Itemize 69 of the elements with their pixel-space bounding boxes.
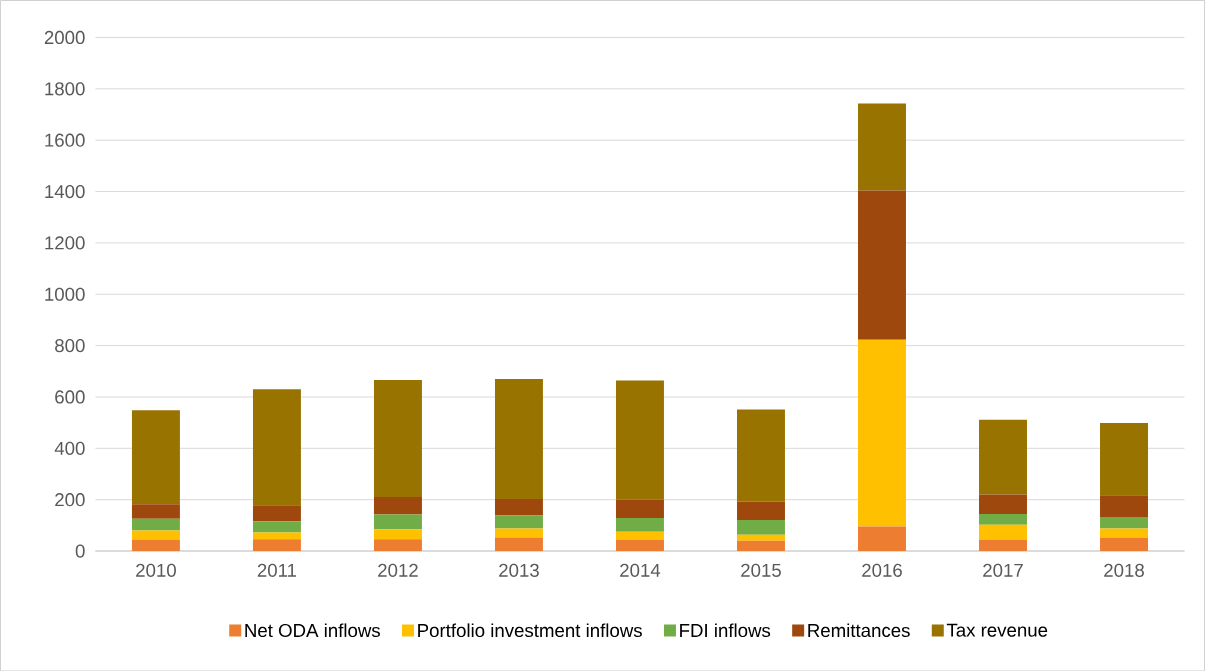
bar <box>615 380 664 500</box>
x-tick-label: 2014 <box>620 563 661 577</box>
bar <box>1100 537 1148 551</box>
x-tick-label: 2018 <box>1104 563 1144 577</box>
bar <box>373 514 422 529</box>
bar <box>737 540 785 551</box>
bar <box>1100 495 1148 517</box>
bar <box>1100 528 1148 538</box>
bar <box>131 410 180 505</box>
y-tick-label: 2000 <box>44 30 85 44</box>
y-tick-label: 1200 <box>45 236 85 250</box>
y-tick-label: 1400 <box>45 184 85 198</box>
bar <box>494 498 543 516</box>
bar <box>494 528 543 538</box>
bar <box>131 539 180 551</box>
bar <box>131 530 180 540</box>
x-tick-label: 2015 <box>741 563 781 577</box>
bar <box>615 531 664 540</box>
x-tick-label: 2011 <box>257 563 297 577</box>
bar <box>858 526 906 551</box>
bar <box>615 499 664 518</box>
bar <box>494 378 543 499</box>
y-tick-label: 1800 <box>45 81 85 96</box>
bar <box>373 496 422 515</box>
bar <box>979 513 1027 525</box>
bar <box>615 539 664 551</box>
x-tick-label: 2013 <box>499 563 539 577</box>
legend-label: Portfolio investment inflows <box>418 623 642 637</box>
bar <box>252 521 301 533</box>
y-tick-label: 600 <box>55 390 85 404</box>
legend-label: Net ODA inflows <box>245 623 380 637</box>
bar <box>737 501 785 520</box>
y-tick-label: 200 <box>55 492 85 507</box>
bar <box>494 537 543 551</box>
y-tick-label: 1000 <box>45 287 85 301</box>
legend-label: Remittances <box>808 623 910 637</box>
bar <box>494 515 543 529</box>
bar <box>858 339 906 527</box>
bar <box>252 532 301 540</box>
bar <box>979 494 1027 514</box>
legend-label: FDI inflows <box>680 623 771 637</box>
bar <box>373 529 422 540</box>
bar <box>979 419 1027 495</box>
legend-label: Tax revenue <box>946 623 1048 637</box>
bar <box>979 539 1027 551</box>
y-tick-label: 1600 <box>45 133 85 147</box>
bar <box>858 103 906 191</box>
bar <box>858 190 906 340</box>
bar <box>252 389 301 506</box>
x-tick-label: 2010 <box>136 563 176 577</box>
x-tick-label: 2017 <box>983 563 1023 577</box>
bar <box>373 379 422 497</box>
y-tick-label: 800 <box>55 338 85 352</box>
bar <box>252 505 301 522</box>
y-tick-label: 0 <box>75 544 85 558</box>
bar <box>737 519 785 535</box>
bar <box>131 504 180 519</box>
bar <box>131 518 180 531</box>
bar <box>1100 422 1148 496</box>
bar <box>252 539 301 551</box>
bar <box>979 524 1027 540</box>
bar <box>615 517 664 532</box>
bar <box>737 534 785 541</box>
bar <box>737 409 785 502</box>
y-tick-label: 400 <box>54 441 85 455</box>
bar <box>1100 516 1148 529</box>
x-tick-label: 2016 <box>862 563 902 577</box>
bar <box>373 539 422 551</box>
x-tick-label: 2012 <box>378 563 418 577</box>
